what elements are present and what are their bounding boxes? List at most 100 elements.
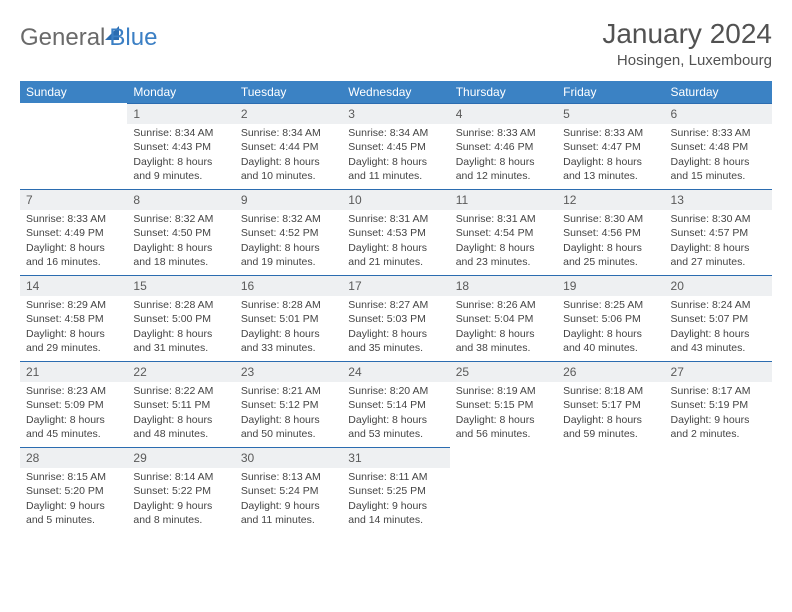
daylight-text-1: Daylight: 8 hours	[671, 155, 766, 169]
header: General Blue January 2024 Hosingen, Luxe…	[20, 18, 772, 69]
sunrise-text: Sunrise: 8:20 AM	[348, 384, 443, 398]
calendar-cell: 24Sunrise: 8:20 AMSunset: 5:14 PMDayligh…	[342, 361, 449, 447]
calendar-cell: 28Sunrise: 8:15 AMSunset: 5:20 PMDayligh…	[20, 447, 127, 533]
day-content: Sunrise: 8:34 AMSunset: 4:43 PMDaylight:…	[127, 124, 234, 189]
sunset-text: Sunset: 4:45 PM	[348, 140, 443, 154]
calendar-cell: 2Sunrise: 8:34 AMSunset: 4:44 PMDaylight…	[235, 103, 342, 189]
day-number: 23	[235, 361, 342, 382]
sunrise-text: Sunrise: 8:19 AM	[456, 384, 551, 398]
day-content: Sunrise: 8:26 AMSunset: 5:04 PMDaylight:…	[450, 296, 557, 361]
daylight-text-2: and 40 minutes.	[563, 341, 658, 355]
daylight-text-2: and 21 minutes.	[348, 255, 443, 269]
daylight-text-2: and 56 minutes.	[456, 427, 551, 441]
day-number: 26	[557, 361, 664, 382]
calendar-header-row: SundayMondayTuesdayWednesdayThursdayFrid…	[20, 81, 772, 103]
calendar-cell: 15Sunrise: 8:28 AMSunset: 5:00 PMDayligh…	[127, 275, 234, 361]
calendar-cell: 19Sunrise: 8:25 AMSunset: 5:06 PMDayligh…	[557, 275, 664, 361]
calendar-cell: .	[450, 447, 557, 533]
daylight-text-2: and 48 minutes.	[133, 427, 228, 441]
calendar-cell: 11Sunrise: 8:31 AMSunset: 4:54 PMDayligh…	[450, 189, 557, 275]
daylight-text-1: Daylight: 8 hours	[133, 241, 228, 255]
sunset-text: Sunset: 5:15 PM	[456, 398, 551, 412]
sunset-text: Sunset: 5:19 PM	[671, 398, 766, 412]
calendar-cell: 17Sunrise: 8:27 AMSunset: 5:03 PMDayligh…	[342, 275, 449, 361]
sunset-text: Sunset: 5:06 PM	[563, 312, 658, 326]
calendar-week-row: .1Sunrise: 8:34 AMSunset: 4:43 PMDayligh…	[20, 103, 772, 189]
sunset-text: Sunset: 5:09 PM	[26, 398, 121, 412]
calendar-cell: .	[557, 447, 664, 533]
daylight-text-2: and 10 minutes.	[241, 169, 336, 183]
weekday-header: Monday	[127, 81, 234, 103]
daylight-text-1: Daylight: 9 hours	[241, 499, 336, 513]
daylight-text-1: Daylight: 8 hours	[241, 241, 336, 255]
sunset-text: Sunset: 4:46 PM	[456, 140, 551, 154]
sunrise-text: Sunrise: 8:15 AM	[26, 470, 121, 484]
sunset-text: Sunset: 4:48 PM	[671, 140, 766, 154]
daylight-text-2: and 15 minutes.	[671, 169, 766, 183]
page-title: January 2024	[602, 18, 772, 50]
logo-word1: General	[20, 24, 105, 52]
daylight-text-2: and 11 minutes.	[348, 169, 443, 183]
day-number: 29	[127, 447, 234, 468]
calendar-cell: 18Sunrise: 8:26 AMSunset: 5:04 PMDayligh…	[450, 275, 557, 361]
daylight-text-1: Daylight: 8 hours	[133, 155, 228, 169]
calendar-cell: 27Sunrise: 8:17 AMSunset: 5:19 PMDayligh…	[665, 361, 772, 447]
day-number: 10	[342, 189, 449, 210]
daylight-text-1: Daylight: 8 hours	[456, 327, 551, 341]
day-number: 21	[20, 361, 127, 382]
daylight-text-1: Daylight: 8 hours	[26, 241, 121, 255]
daylight-text-1: Daylight: 8 hours	[348, 327, 443, 341]
weekday-header: Friday	[557, 81, 664, 103]
calendar-cell: 21Sunrise: 8:23 AMSunset: 5:09 PMDayligh…	[20, 361, 127, 447]
daylight-text-2: and 35 minutes.	[348, 341, 443, 355]
calendar-week-row: 28Sunrise: 8:15 AMSunset: 5:20 PMDayligh…	[20, 447, 772, 533]
day-content: Sunrise: 8:32 AMSunset: 4:50 PMDaylight:…	[127, 210, 234, 275]
daylight-text-1: Daylight: 8 hours	[563, 327, 658, 341]
day-number: 5	[557, 103, 664, 124]
daylight-text-2: and 25 minutes.	[563, 255, 658, 269]
sunrise-text: Sunrise: 8:21 AM	[241, 384, 336, 398]
daylight-text-1: Daylight: 8 hours	[348, 155, 443, 169]
day-content: Sunrise: 8:18 AMSunset: 5:17 PMDaylight:…	[557, 382, 664, 447]
daylight-text-1: Daylight: 8 hours	[671, 241, 766, 255]
sunset-text: Sunset: 5:24 PM	[241, 484, 336, 498]
day-content: Sunrise: 8:28 AMSunset: 5:00 PMDaylight:…	[127, 296, 234, 361]
sunrise-text: Sunrise: 8:33 AM	[671, 126, 766, 140]
day-content: Sunrise: 8:30 AMSunset: 4:56 PMDaylight:…	[557, 210, 664, 275]
sunrise-text: Sunrise: 8:17 AM	[671, 384, 766, 398]
sunrise-text: Sunrise: 8:33 AM	[563, 126, 658, 140]
calendar-cell: 31Sunrise: 8:11 AMSunset: 5:25 PMDayligh…	[342, 447, 449, 533]
sunrise-text: Sunrise: 8:33 AM	[456, 126, 551, 140]
calendar-cell: 20Sunrise: 8:24 AMSunset: 5:07 PMDayligh…	[665, 275, 772, 361]
title-block: January 2024 Hosingen, Luxembourg	[602, 18, 772, 69]
daylight-text-1: Daylight: 8 hours	[671, 327, 766, 341]
sunset-text: Sunset: 5:22 PM	[133, 484, 228, 498]
weekday-header: Thursday	[450, 81, 557, 103]
daylight-text-1: Daylight: 8 hours	[241, 413, 336, 427]
day-number: 6	[665, 103, 772, 124]
sunrise-text: Sunrise: 8:22 AM	[133, 384, 228, 398]
day-content: Sunrise: 8:20 AMSunset: 5:14 PMDaylight:…	[342, 382, 449, 447]
day-content: Sunrise: 8:33 AMSunset: 4:47 PMDaylight:…	[557, 124, 664, 189]
daylight-text-2: and 16 minutes.	[26, 255, 121, 269]
day-content: Sunrise: 8:32 AMSunset: 4:52 PMDaylight:…	[235, 210, 342, 275]
daylight-text-2: and 9 minutes.	[133, 169, 228, 183]
daylight-text-1: Daylight: 8 hours	[241, 155, 336, 169]
calendar-cell: 5Sunrise: 8:33 AMSunset: 4:47 PMDaylight…	[557, 103, 664, 189]
day-number: 15	[127, 275, 234, 296]
day-content: Sunrise: 8:19 AMSunset: 5:15 PMDaylight:…	[450, 382, 557, 447]
day-number: 18	[450, 275, 557, 296]
day-number: 28	[20, 447, 127, 468]
sunset-text: Sunset: 4:50 PM	[133, 226, 228, 240]
daylight-text-2: and 31 minutes.	[133, 341, 228, 355]
calendar-cell: 16Sunrise: 8:28 AMSunset: 5:01 PMDayligh…	[235, 275, 342, 361]
calendar-cell: .	[665, 447, 772, 533]
day-content: Sunrise: 8:33 AMSunset: 4:46 PMDaylight:…	[450, 124, 557, 189]
daylight-text-2: and 11 minutes.	[241, 513, 336, 527]
daylight-text-2: and 43 minutes.	[671, 341, 766, 355]
day-number: 16	[235, 275, 342, 296]
daylight-text-2: and 5 minutes.	[26, 513, 121, 527]
day-number: 8	[127, 189, 234, 210]
calendar-cell: 23Sunrise: 8:21 AMSunset: 5:12 PMDayligh…	[235, 361, 342, 447]
day-number: 27	[665, 361, 772, 382]
